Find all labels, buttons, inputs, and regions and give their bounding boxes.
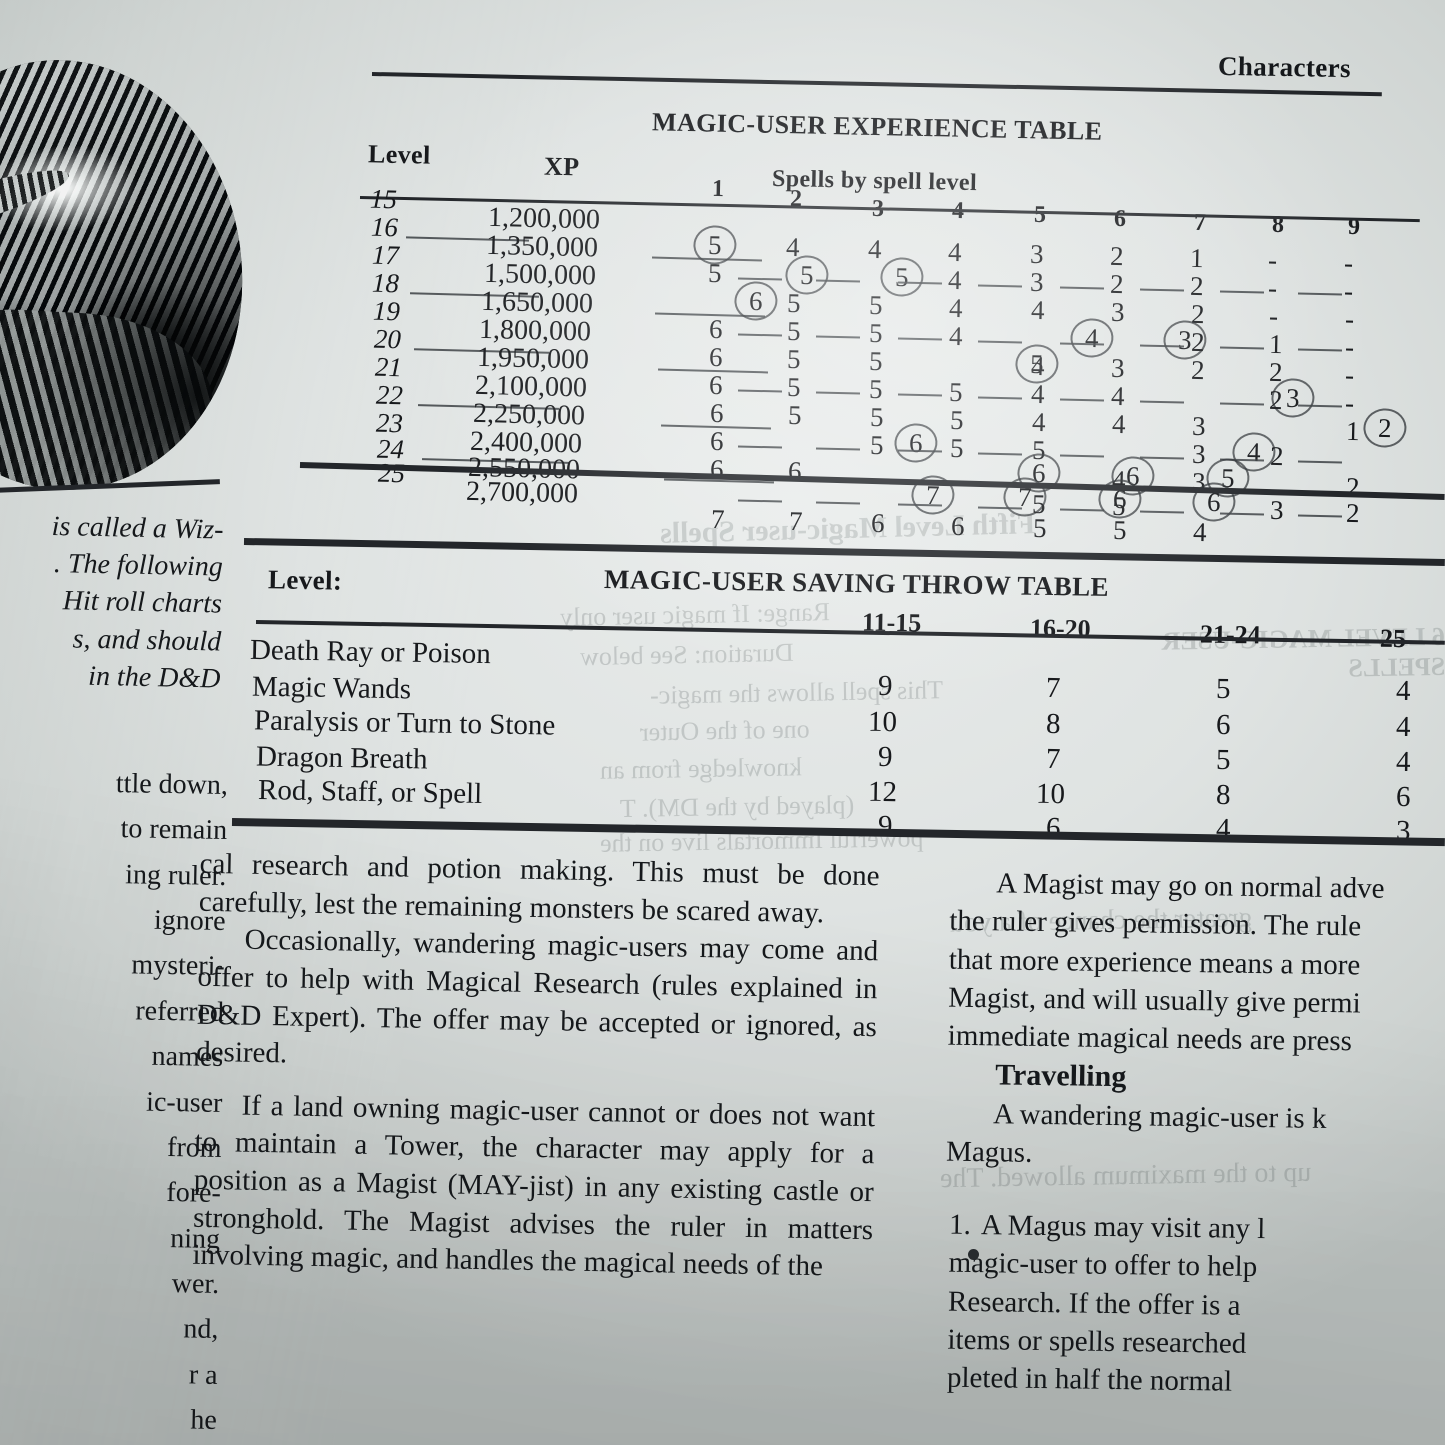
saving-table-title: MAGIC-USER SAVING THROW TABLE <box>603 564 1110 602</box>
saving-value: 8 <box>1215 778 1231 812</box>
right-numbered-item-1-number: 1. <box>948 1208 972 1241</box>
middle-paragraph-3-text: If a land owning magic-user cannot or do… <box>192 1089 876 1283</box>
saving-value: 6 <box>1215 708 1231 742</box>
right-numbered-item-1-text: A Magus may visit any l magic-user to of… <box>946 1209 1266 1398</box>
saving-value: 9 <box>877 809 893 843</box>
middle-paragraph-3: If a land owning magic-user cannot or do… <box>192 1086 875 1287</box>
left-column-block-2: ttle down, to remain ing ruler. ignore m… <box>115 768 229 1436</box>
saving-column-header-21-24: 21-24 <box>1199 619 1261 650</box>
saving-value: 9 <box>877 740 893 774</box>
saving-row-label: Death Ray or Poison <box>249 633 492 671</box>
saving-row-label: Magic Wands <box>251 670 412 706</box>
saving-value: 9 <box>877 669 893 703</box>
middle-paragraph-2: Occasionally, wandering magic-users may … <box>195 924 879 1070</box>
saving-value: 4 <box>1395 745 1411 778</box>
saving-value: 6 <box>1395 780 1411 813</box>
bullet-marker-icon <box>968 1249 979 1260</box>
magic-user-saving-throw-table: MAGIC-USER SAVING THROW TABLE Level: 11-… <box>231 538 1445 847</box>
right-column: A Magist may go on normal adve the ruler… <box>946 864 1445 1180</box>
saving-value: 4 <box>1395 674 1411 707</box>
saving-level-header: Level: <box>267 564 343 596</box>
saving-row-label: Rod, Staff, or Spell <box>257 774 483 810</box>
right-paragraph-1: A Magist may go on normal adve the ruler… <box>947 867 1385 1058</box>
saving-value: 10 <box>1035 777 1066 810</box>
saving-value: 7 <box>1045 742 1061 775</box>
saving-value: 4 <box>1395 710 1411 743</box>
right-numbered-item-1: 1. A Magus may visit any l magic-user to… <box>947 1206 1445 1406</box>
saving-row-label: Paralysis or Turn to Stone <box>253 704 556 742</box>
saving-value: 5 <box>1215 672 1231 706</box>
saving-value: 12 <box>867 775 898 809</box>
saving-table-top-rule <box>243 538 1445 566</box>
saving-column-header-16-20: 16-20 <box>1029 613 1091 644</box>
saving-value: 10 <box>867 705 898 739</box>
saving-value: 5 <box>1215 743 1231 777</box>
saving-value: 7 <box>1045 671 1061 704</box>
middle-column: cal research and potion making. This mus… <box>192 846 880 1287</box>
saving-bottom-rule <box>231 818 1445 847</box>
left-column-block-1: is called a Wiz- . The following Hit rol… <box>51 510 224 695</box>
saving-row-label: Dragon Breath <box>255 740 428 776</box>
right-paragraph-2: A wandering magic-user is k Magus. <box>945 1098 1327 1170</box>
middle-paragraph-1: cal research and potion making. This mus… <box>198 847 880 929</box>
saving-value: 8 <box>1045 707 1061 740</box>
